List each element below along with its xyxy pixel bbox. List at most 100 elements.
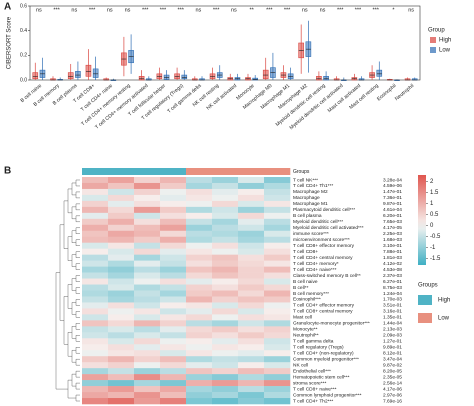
heatmap-cell bbox=[238, 242, 265, 249]
dendrogram bbox=[75, 347, 80, 354]
heatmap-cell bbox=[264, 392, 291, 399]
heatmap-cell bbox=[160, 302, 187, 309]
heatmap-cell bbox=[160, 272, 187, 279]
heatmap-cell bbox=[134, 254, 161, 261]
heatmap-cell bbox=[160, 356, 187, 363]
heatmap-cell bbox=[238, 188, 265, 196]
row-label: B cell plasma bbox=[293, 213, 322, 219]
row-label: Myeloid dendritic cell*** bbox=[293, 219, 343, 225]
heatmap-cell bbox=[160, 177, 187, 184]
heatmap-cell bbox=[134, 326, 161, 333]
heatmap-cell bbox=[160, 224, 187, 232]
p-value: 3.47e-04 bbox=[383, 356, 402, 362]
p-value: 6.27e-01 bbox=[383, 279, 402, 285]
heatmap-cell bbox=[160, 344, 187, 351]
heatmap-cell bbox=[238, 338, 265, 345]
heatmap-cell bbox=[134, 380, 161, 387]
heatmap-cell bbox=[108, 374, 135, 381]
heatmap-cell bbox=[134, 302, 161, 309]
row-label: Myeloid dendritic cell activated*** bbox=[293, 225, 364, 231]
heatmap-cell bbox=[82, 200, 109, 208]
heatmap-cell bbox=[82, 344, 109, 351]
heatmap-cell bbox=[186, 188, 213, 196]
heatmap-cell bbox=[108, 344, 135, 351]
row-label: stroma score*** bbox=[293, 380, 326, 386]
box bbox=[262, 69, 269, 80]
row-label: T cell CD4+ central memory bbox=[293, 255, 353, 261]
heatmap-cell bbox=[238, 362, 265, 369]
dendrogram bbox=[75, 394, 80, 402]
heatmap-cell bbox=[238, 392, 265, 399]
row-label: T cell gamma delta bbox=[293, 339, 334, 345]
heatmap-cell bbox=[238, 260, 265, 267]
p-value: 9.89e-01 bbox=[383, 345, 402, 351]
heatmap-cell bbox=[212, 200, 239, 208]
group-bar bbox=[134, 168, 161, 175]
heatmap-cell bbox=[134, 224, 161, 232]
heatmap-cell bbox=[212, 272, 239, 279]
p-value: 1.47e-01 bbox=[383, 189, 402, 195]
panel-label: B bbox=[4, 166, 11, 177]
significance-label: ns bbox=[125, 7, 131, 13]
heatmap-cell bbox=[134, 248, 161, 255]
dendrogram bbox=[67, 332, 72, 357]
heatmap-cell bbox=[82, 374, 109, 381]
heatmap-cell bbox=[238, 224, 265, 232]
heatmap-cell bbox=[264, 290, 291, 297]
heatmap-cell bbox=[108, 368, 135, 375]
dendrogram bbox=[71, 182, 76, 196]
heatmap-cell bbox=[160, 200, 187, 208]
heatmap-cell bbox=[160, 386, 187, 393]
p-value: 1.27e-01 bbox=[383, 339, 402, 345]
heatmap-cell bbox=[160, 332, 187, 339]
heatmap-cell bbox=[134, 194, 161, 202]
heatmap-cell bbox=[134, 290, 161, 297]
heatmap-cell bbox=[134, 368, 161, 375]
heatmap-cell bbox=[212, 177, 239, 184]
legend-label: High bbox=[438, 298, 450, 304]
heatmap-cell bbox=[186, 374, 213, 381]
box bbox=[316, 76, 322, 81]
heatmap-cell bbox=[264, 272, 291, 279]
box bbox=[181, 74, 188, 80]
heatmap-cell bbox=[134, 350, 161, 357]
dendrogram bbox=[75, 370, 80, 378]
heatmap-cell bbox=[264, 380, 291, 387]
colorbar-tick-label: 1 bbox=[430, 201, 434, 207]
heatmap-cell bbox=[160, 260, 187, 267]
legend-swatch bbox=[418, 313, 432, 323]
heatmap-cell bbox=[264, 218, 291, 226]
heatmap-cell bbox=[186, 314, 213, 321]
group-bar bbox=[108, 168, 135, 175]
heatmap-cell bbox=[82, 224, 109, 232]
row-label: B cell naive bbox=[293, 279, 318, 285]
heatmap-cell bbox=[160, 320, 187, 327]
p-value: 2.56e-14 bbox=[383, 380, 402, 386]
heatmap-cell bbox=[238, 284, 265, 291]
heatmap-cell bbox=[264, 254, 291, 261]
heatmap-cell bbox=[186, 320, 213, 327]
heatmap-cell bbox=[186, 230, 213, 238]
heatmap-cell bbox=[82, 296, 109, 303]
row-label: microenvironment score*** bbox=[293, 237, 350, 243]
heatmap-cell bbox=[186, 386, 213, 393]
heatmap-cell bbox=[160, 242, 187, 249]
heatmap-cell bbox=[160, 212, 187, 220]
heatmap-cell bbox=[186, 194, 213, 202]
heatmap-cell bbox=[108, 194, 135, 202]
heatmap-cell bbox=[264, 182, 291, 190]
heatmap-cell bbox=[108, 177, 135, 184]
heatmap-cell bbox=[186, 242, 213, 249]
heatmap-cell bbox=[238, 177, 265, 184]
heatmap-cell bbox=[264, 260, 291, 267]
dendrogram bbox=[67, 236, 72, 261]
heatmap-cell bbox=[238, 182, 265, 190]
heatmap-cell bbox=[160, 206, 187, 214]
heatmap-cell bbox=[160, 350, 187, 357]
p-value: 4.17e-05 bbox=[383, 225, 402, 231]
heatmap-cell bbox=[212, 398, 239, 405]
group-bar bbox=[264, 168, 291, 175]
heatmap-cell bbox=[186, 236, 213, 244]
p-value: 1.44e-04 bbox=[383, 321, 402, 327]
significance-label: *** bbox=[142, 7, 149, 13]
